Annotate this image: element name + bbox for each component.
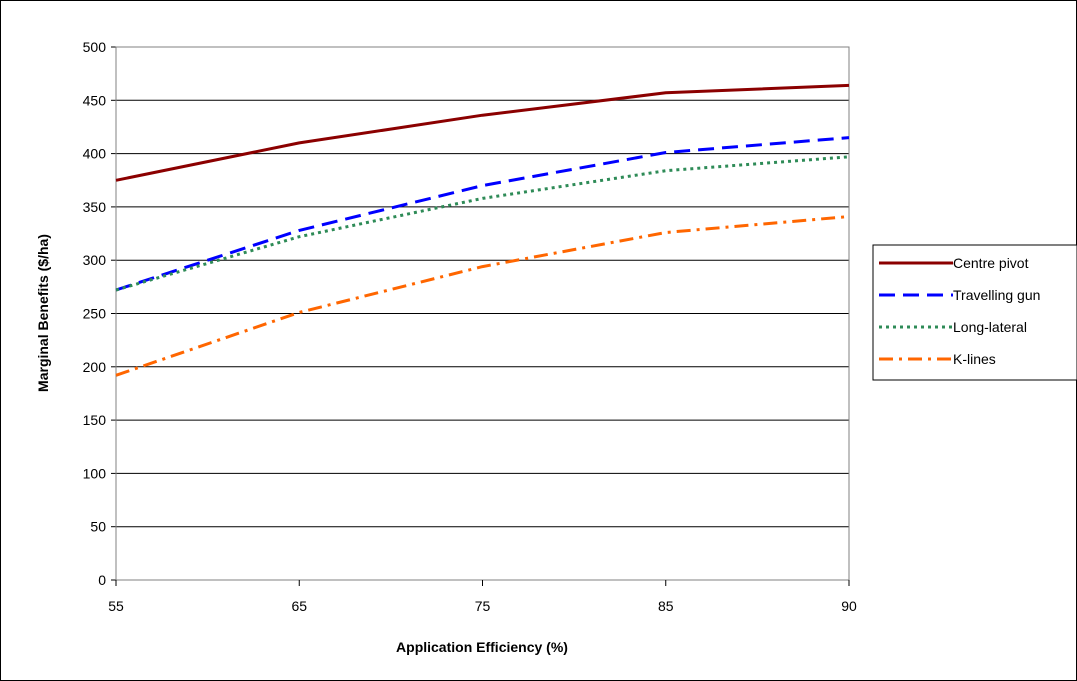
data-point [115,289,118,292]
y-tick-label: 0 [98,572,106,588]
y-tick-label: 150 [83,412,107,428]
legend-label: Long-lateral [953,319,1027,335]
data-point [481,114,484,117]
y-tick-labels: 0 50 100 150 200 250 300 350 400 450 500 [83,39,107,588]
data-point [664,91,667,94]
data-point [298,311,301,314]
data-point [298,229,301,232]
y-tick-label: 450 [83,92,107,108]
data-point [848,155,851,158]
y-tick-label: 50 [90,519,106,535]
data-point [664,231,667,234]
series-lines [115,83,851,377]
data-point [115,374,118,377]
data-point [481,265,484,268]
legend-label: Centre pivot [953,255,1029,271]
series-line-centre-pivot [115,83,850,182]
x-tick-label: 65 [291,598,307,614]
data-point [115,179,118,182]
series-line-k-lines [115,215,850,377]
data-point [298,141,301,144]
data-point [298,235,301,238]
data-point [664,169,667,172]
legend-items: Centre pivot Travelling gun Long-lateral K-… [879,255,1040,367]
data-point [664,151,667,154]
x-tick-label: 90 [841,598,857,614]
y-tick-label: 400 [83,146,107,162]
x-tick-labels: 55 65 75 85 90 [108,580,857,614]
y-tick-label: 350 [83,199,107,215]
y-tick-label: 500 [83,39,107,55]
series-line-travelling-gun [115,136,850,292]
legend-label: Travelling gun [953,287,1040,303]
x-axis-title: Application Efficiency (%) [396,639,568,655]
y-tick-label: 250 [83,306,107,322]
gridlines [111,46,849,581]
legend-label: K-lines [953,351,996,367]
series-line-long-lateral [115,155,850,292]
y-tick-label: 300 [83,252,107,268]
data-point [481,184,484,187]
legend: Centre pivot Travelling gun Long-lateral K-… [872,244,1077,381]
y-tick-label: 200 [83,359,107,375]
y-tick-label: 100 [83,465,107,481]
data-point [481,197,484,200]
data-point [848,84,851,87]
x-tick-label: 75 [475,598,491,614]
data-point [848,136,851,139]
y-axis-title: Marginal Benefits ($/ha) [35,234,51,392]
x-tick-label: 85 [658,598,674,614]
x-tick-label: 55 [108,598,124,614]
legend-box [872,244,1077,381]
data-point [848,215,851,218]
